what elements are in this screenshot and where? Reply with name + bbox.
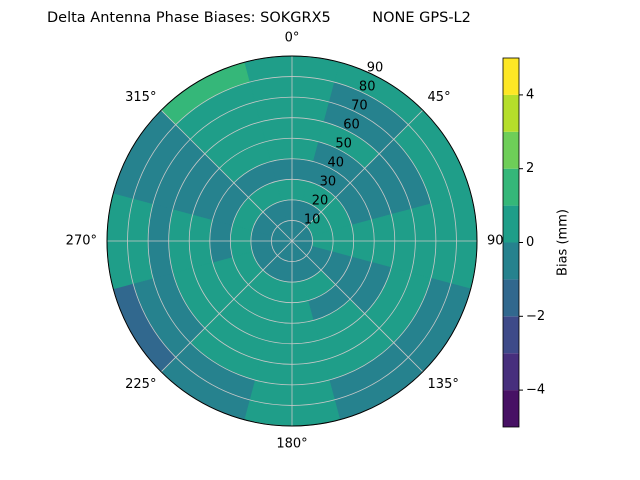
colorbar-segment — [503, 168, 519, 206]
colorbar-tick-label: 0 — [526, 235, 534, 250]
colorbar-tick-label: 2 — [526, 161, 534, 176]
r-tick-label: 40 — [327, 156, 344, 171]
chart-title: Delta Antenna Phase Biases: SOKGRX5 NONE… — [47, 10, 471, 26]
grid-spoke — [291, 240, 424, 373]
r-tick-label: 60 — [343, 118, 360, 133]
theta-tick-label: 270° — [66, 234, 97, 249]
theta-tick-label: 180° — [276, 437, 307, 452]
theta-tick-label: 225° — [125, 377, 156, 392]
r-tick-label: 90 — [367, 61, 384, 76]
grid-spoke — [291, 109, 424, 242]
grid-spoke — [160, 109, 293, 242]
theta-tick-label: 45° — [428, 90, 451, 105]
theta-tick-label: 315° — [125, 90, 156, 105]
colorbar-segment — [503, 390, 519, 427]
grid-spoke — [160, 240, 293, 373]
r-tick-label: 30 — [320, 175, 337, 190]
colorbar-tick-label: 4 — [526, 87, 534, 102]
r-tick-label: 20 — [312, 194, 329, 209]
r-tick-label: 80 — [359, 80, 376, 95]
theta-tick-label: 135° — [428, 377, 459, 392]
r-tick-label: 50 — [335, 137, 352, 152]
colorbar-segment — [503, 242, 519, 280]
theta-tick-label: 0° — [285, 31, 300, 46]
r-tick-label: 70 — [351, 99, 368, 114]
polar-frame — [106, 55, 478, 427]
colorbar-label: Bias (mm) — [556, 209, 571, 276]
colorbar-tick-label: −4 — [526, 383, 545, 398]
r-tick-label: 10 — [304, 213, 321, 228]
colorbar-segment — [503, 58, 519, 95]
colorbar-segment — [503, 279, 519, 317]
colorbar-segment — [503, 94, 519, 132]
colorbar-segment — [503, 353, 519, 391]
colorbar-segment — [503, 131, 519, 169]
colorbar-segment — [503, 316, 519, 354]
colorbar-tick-label: −2 — [526, 309, 545, 324]
colorbar-segment — [503, 205, 519, 243]
